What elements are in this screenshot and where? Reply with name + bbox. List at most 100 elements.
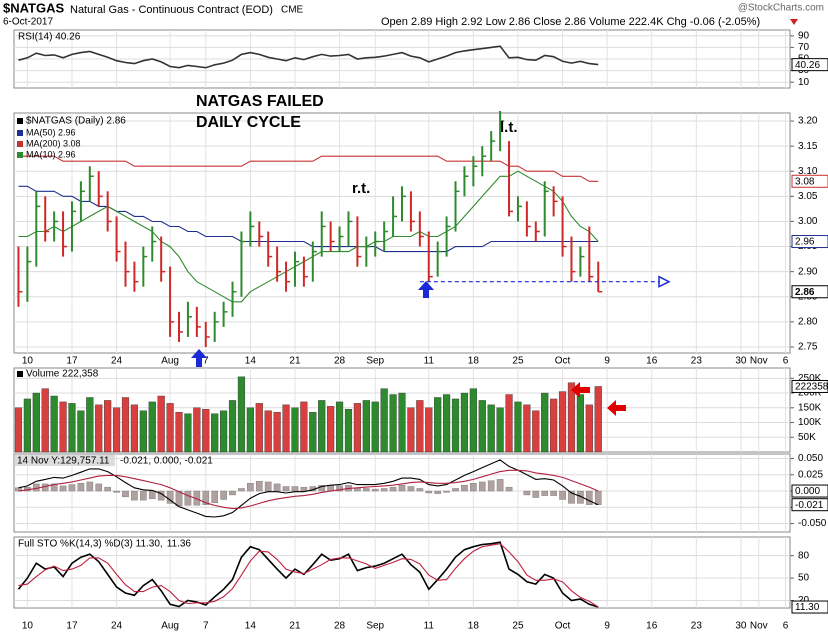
histogram-bar xyxy=(255,481,263,492)
line xyxy=(18,543,599,608)
legend-title: $NATGAS (Daily) 2.86 xyxy=(26,116,126,127)
y-tick-label: 50K xyxy=(798,432,816,443)
x-tick-label: 25 xyxy=(512,621,524,632)
annotation: DAILY CYCLE xyxy=(196,114,301,131)
histogram-bar xyxy=(131,490,138,501)
histogram-bar xyxy=(407,486,415,492)
volume-bar xyxy=(50,395,58,453)
legend-swatch xyxy=(17,130,23,136)
y-tick-label: 200K xyxy=(798,388,822,399)
value-box xyxy=(791,285,828,299)
blue-arrow xyxy=(418,281,434,298)
histogram-bar xyxy=(585,490,593,505)
volume-bar xyxy=(567,382,576,453)
description: Natural Gas - Continuous Contract (EOD) xyxy=(70,4,273,16)
value-box-label: 40.26 xyxy=(795,60,820,71)
histogram-bar xyxy=(229,490,236,496)
histogram-bar xyxy=(425,490,433,494)
volume-bar xyxy=(228,400,237,453)
volume-bar xyxy=(550,398,558,453)
x-tick-label: Sep xyxy=(366,621,384,632)
x-tick-label: Nov xyxy=(750,356,768,367)
blue-arrow xyxy=(191,349,207,367)
y-tick-label: 50 xyxy=(798,573,810,584)
x-tick-label: 7 xyxy=(203,356,209,367)
volume-bar xyxy=(41,388,49,453)
histogram-bar xyxy=(95,483,103,492)
volume-bar xyxy=(327,406,335,453)
x-tick-label: 11 xyxy=(424,356,435,367)
volume-bar xyxy=(255,403,263,453)
value-box-label: 3.08 xyxy=(795,176,815,187)
volume-bar xyxy=(193,407,201,453)
x-tick-label: 28 xyxy=(334,621,346,632)
support-arrowhead xyxy=(658,275,671,288)
symbol: $NATGAS xyxy=(3,0,64,15)
value-box xyxy=(791,379,828,393)
volume-bar xyxy=(95,404,103,453)
histogram-bar xyxy=(434,490,442,494)
y-tick-label: 3.15 xyxy=(798,141,818,152)
y-tick-label: -0.050 xyxy=(798,518,827,529)
legend-title: RSI(14) 40.26 xyxy=(18,32,81,43)
line xyxy=(17,541,599,608)
y-tick-label: 10 xyxy=(798,77,810,88)
volume-bar xyxy=(175,412,183,453)
histogram-bar xyxy=(50,483,58,492)
x-tick-label: 10 xyxy=(22,621,34,632)
volume-bar xyxy=(59,401,67,453)
subtitle-box xyxy=(15,455,115,466)
value-box xyxy=(791,58,828,72)
volume-bar xyxy=(434,397,442,453)
y-tick-label: 80 xyxy=(798,550,810,561)
volume-bar xyxy=(496,407,504,453)
volume-bar xyxy=(478,400,486,453)
volume-bar xyxy=(157,395,165,453)
histogram-bar xyxy=(452,488,459,492)
x-tick-label: 14 xyxy=(245,621,257,632)
legend-entry: MA(200) 3.08 xyxy=(26,138,81,148)
histogram-bar xyxy=(238,488,245,492)
x-tick-label: Oct xyxy=(555,621,571,632)
volume-bar xyxy=(594,386,602,453)
volume-bar xyxy=(184,413,192,453)
volume-bar xyxy=(282,404,290,453)
volume-bar xyxy=(32,392,40,453)
x-tick-label: 25 xyxy=(512,356,524,367)
volume-bar xyxy=(237,376,246,453)
x-tick-label: 18 xyxy=(468,356,480,367)
quote: Open 2.89 High 2.92 Low 2.86 Close 2.86 … xyxy=(381,16,760,28)
histogram-bar xyxy=(86,481,94,492)
volume-bar xyxy=(371,401,379,453)
y-tick-label: 0.050 xyxy=(798,453,823,464)
x-tick-label: 23 xyxy=(691,621,703,632)
value-box-label: -0.021 xyxy=(795,500,824,511)
volume-bar xyxy=(398,392,406,453)
histogram-bar xyxy=(122,490,129,498)
volume-bar xyxy=(300,401,308,453)
volume-bar xyxy=(77,410,85,453)
x-tick-label: 30 xyxy=(735,356,747,367)
histogram-bar xyxy=(505,486,513,492)
x-tick-label: 16 xyxy=(646,621,658,632)
legend-swatch xyxy=(17,141,23,147)
volume-bar xyxy=(335,401,344,453)
volume-bar xyxy=(273,412,281,453)
legend-title-end: 11.36 xyxy=(167,539,192,550)
histogram-bar xyxy=(291,486,299,492)
y-tick-label: 2.80 xyxy=(798,317,818,328)
volume-bar xyxy=(68,403,76,453)
volume-bar xyxy=(291,407,299,453)
volume-bar xyxy=(558,391,567,453)
value-box-label: 222358 xyxy=(795,382,828,393)
y-tick-label: 2.90 xyxy=(798,266,818,277)
histogram-bar xyxy=(175,490,183,507)
volume-bar xyxy=(23,398,31,453)
annotation: NATGAS FAILED xyxy=(196,93,324,110)
volume-bar xyxy=(14,407,23,453)
histogram-bar xyxy=(470,483,477,492)
y-tick-label: 150K xyxy=(798,402,822,413)
volume-bar xyxy=(443,394,451,453)
histogram-bar xyxy=(363,488,370,492)
volume-bar xyxy=(451,398,460,453)
